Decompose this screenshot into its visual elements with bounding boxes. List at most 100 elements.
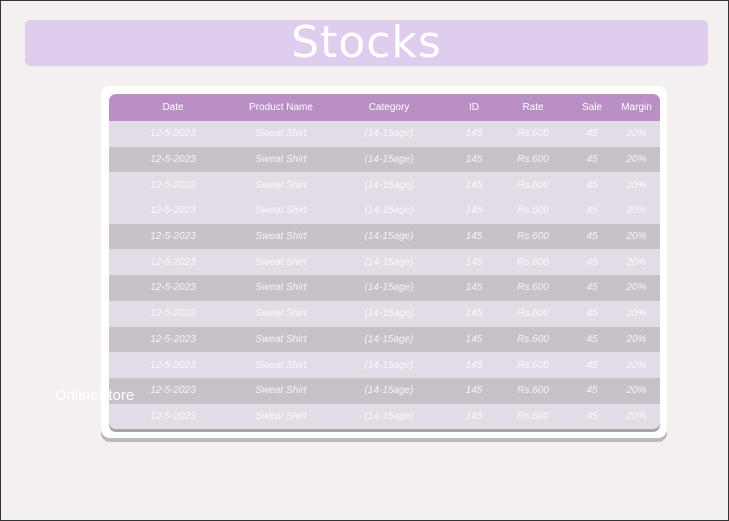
table-cell: 12-5-2023 xyxy=(150,128,196,140)
table-row[interactable]: 12-5-2023 Sweat Shirt (14-15age) 145 Rs.600 4… xyxy=(109,249,660,276)
table-row[interactable]: 12-5-2023 Sweat Shirt (14-15age) 145 Rs.600 4… xyxy=(109,198,660,224)
column-header[interactable]: Date xyxy=(162,102,184,113)
table-row[interactable]: 12-5-2023 Sweat Shirt (14-15age) 145 Rs.600 4… xyxy=(109,326,660,353)
table-cell: (14-15age) xyxy=(364,410,414,422)
table-cell: 20% xyxy=(626,205,647,217)
table-cell: (14-15age) xyxy=(364,205,414,217)
table-row[interactable]: 12-5-2023 Sweat Shirt (14-15age) 145 Rs.600 4… xyxy=(109,223,660,250)
table-cell: 12-5-2023 xyxy=(150,385,196,397)
table-cell: 20% xyxy=(626,359,647,371)
table-cell: Sweat Shirt xyxy=(255,333,307,345)
table-cell: (14-15age) xyxy=(364,179,414,191)
table-cell: 45 xyxy=(586,256,598,268)
table-cell: Rs.600 xyxy=(517,282,549,294)
table-cell: 45 xyxy=(586,333,598,345)
table-cell: Rs.600 xyxy=(517,154,549,166)
table-cell: 20% xyxy=(626,410,647,422)
table-cell: 12-5-2023 xyxy=(150,231,196,243)
table-cell: 45 xyxy=(586,308,598,320)
table-cell: Rs.600 xyxy=(517,179,549,191)
table-cell: Rs.600 xyxy=(517,410,549,422)
table-cell: 20% xyxy=(626,385,647,397)
table-cell: (14-15age) xyxy=(364,128,414,140)
column-header[interactable]: Margin xyxy=(621,102,652,113)
table-row[interactable]: 12-5-2023 Sweat Shirt (14-15age) 145 Rs.600 4… xyxy=(109,121,660,147)
stock-table: Date Product Name Category ID Rate Sale Margin… xyxy=(109,94,660,430)
table-cell: Rs.600 xyxy=(517,359,549,371)
table-row[interactable]: 12-5-2023 Sweat Shirt (14-15age) 145 Rs.600 4… xyxy=(109,377,660,404)
table-row[interactable]: 12-5-2023 Sweat Shirt (14-15age) 145 Rs.600 4… xyxy=(109,172,660,199)
table-row[interactable]: 12-5-2023 Sweat Shirt (14-15age) 145 Rs.600 4… xyxy=(109,403,660,430)
table-cell: (14-15age) xyxy=(364,154,414,166)
table-cell: 12-5-2023 xyxy=(150,282,196,294)
table-row[interactable]: 12-5-2023 Sweat Shirt (14-15age) 145 Rs.600 4… xyxy=(109,146,660,173)
table-cell: Rs.600 xyxy=(517,256,549,268)
table-row[interactable]: 12-5-2023 Sweat Shirt (14-15age) 145 Rs.600 4… xyxy=(109,352,660,378)
table-cell: Rs.600 xyxy=(517,231,549,243)
table-cell: 145 xyxy=(465,154,483,166)
column-header[interactable]: Rate xyxy=(522,102,544,113)
table-cell: 20% xyxy=(626,256,647,268)
table-row[interactable]: 12-5-2023 Sweat Shirt (14-15age) 145 Rs.600 4… xyxy=(109,275,660,301)
table-cell: 145 xyxy=(465,333,483,345)
table-cell: Sweat Shirt xyxy=(255,308,307,320)
table-cell: 45 xyxy=(586,231,598,243)
table-cell: 20% xyxy=(626,308,647,320)
table-body: 12-5-2023 Sweat Shirt (14-15age) 145 Rs.600 4… xyxy=(109,121,660,430)
table-cell: 145 xyxy=(465,205,483,217)
table-cell: 12-5-2023 xyxy=(150,333,196,345)
page-title: Stocks xyxy=(291,17,442,68)
table-cell: 12-5-2023 xyxy=(150,205,196,217)
table-cell: Sweat Shirt xyxy=(255,231,307,243)
table-cell: 145 xyxy=(465,282,483,294)
table-cell: 45 xyxy=(586,282,598,294)
table-cell: 12-5-2023 xyxy=(150,308,196,320)
table-cell: Sweat Shirt xyxy=(255,179,307,191)
table-cell: Rs.600 xyxy=(517,385,549,397)
table-cell: Sweat Shirt xyxy=(255,410,307,422)
table-cell: 145 xyxy=(465,308,483,320)
table-cell: 45 xyxy=(586,179,598,191)
table-cell: 20% xyxy=(626,154,647,166)
table-cell: 12-5-2023 xyxy=(150,154,196,166)
table-cell: 20% xyxy=(626,333,647,345)
title-banner: Stocks xyxy=(25,20,708,66)
table-header: Date Product Name Category ID Rate Sale Margin xyxy=(109,94,660,121)
table-cell: (14-15age) xyxy=(364,385,414,397)
table-cell: 45 xyxy=(586,410,598,422)
table-cell: (14-15age) xyxy=(364,282,414,294)
table-cell: 145 xyxy=(465,385,483,397)
table-cell: (14-15age) xyxy=(364,359,414,371)
column-header[interactable]: Product Name xyxy=(249,102,313,113)
table-cell: (14-15age) xyxy=(364,256,414,268)
stock-table-card: Date Product Name Category ID Rate Sale Margin… xyxy=(101,86,667,438)
table-cell: Sweat Shirt xyxy=(255,128,307,140)
column-header[interactable]: ID xyxy=(469,102,479,113)
table-cell: Sweat Shirt xyxy=(255,205,307,217)
column-header[interactable]: Sale xyxy=(581,102,602,113)
table-row[interactable]: 12-5-2023 Sweat Shirt (14-15age) 145 Rs.600 4… xyxy=(109,300,660,327)
table-cell: 145 xyxy=(465,231,483,243)
table-cell: Sweat Shirt xyxy=(255,385,307,397)
table-cell: 145 xyxy=(465,359,483,371)
table-cell: 145 xyxy=(465,410,483,422)
table-cell: (14-15age) xyxy=(364,333,414,345)
table-cell: Sweat Shirt xyxy=(255,256,307,268)
table-cell: 12-5-2023 xyxy=(150,179,196,191)
table-cell: 45 xyxy=(586,359,598,371)
table-cell: 12-5-2023 xyxy=(150,256,196,268)
table-cell: 45 xyxy=(586,385,598,397)
table-cell: Sweat Shirt xyxy=(255,359,307,371)
table-cell: 20% xyxy=(626,179,647,191)
table-cell: 20% xyxy=(626,282,647,294)
table-cell: (14-15age) xyxy=(364,231,414,243)
table-cell: Rs.600 xyxy=(517,205,549,217)
table-cell: 12-5-2023 xyxy=(150,359,196,371)
table-cell: 20% xyxy=(626,128,647,140)
column-header[interactable]: Category xyxy=(368,102,410,113)
table-cell: 145 xyxy=(465,179,483,191)
table-cell: Rs.600 xyxy=(517,333,549,345)
table-cell: Rs.600 xyxy=(517,308,549,320)
table-cell: 45 xyxy=(586,154,598,166)
table-cell: 45 xyxy=(586,205,598,217)
